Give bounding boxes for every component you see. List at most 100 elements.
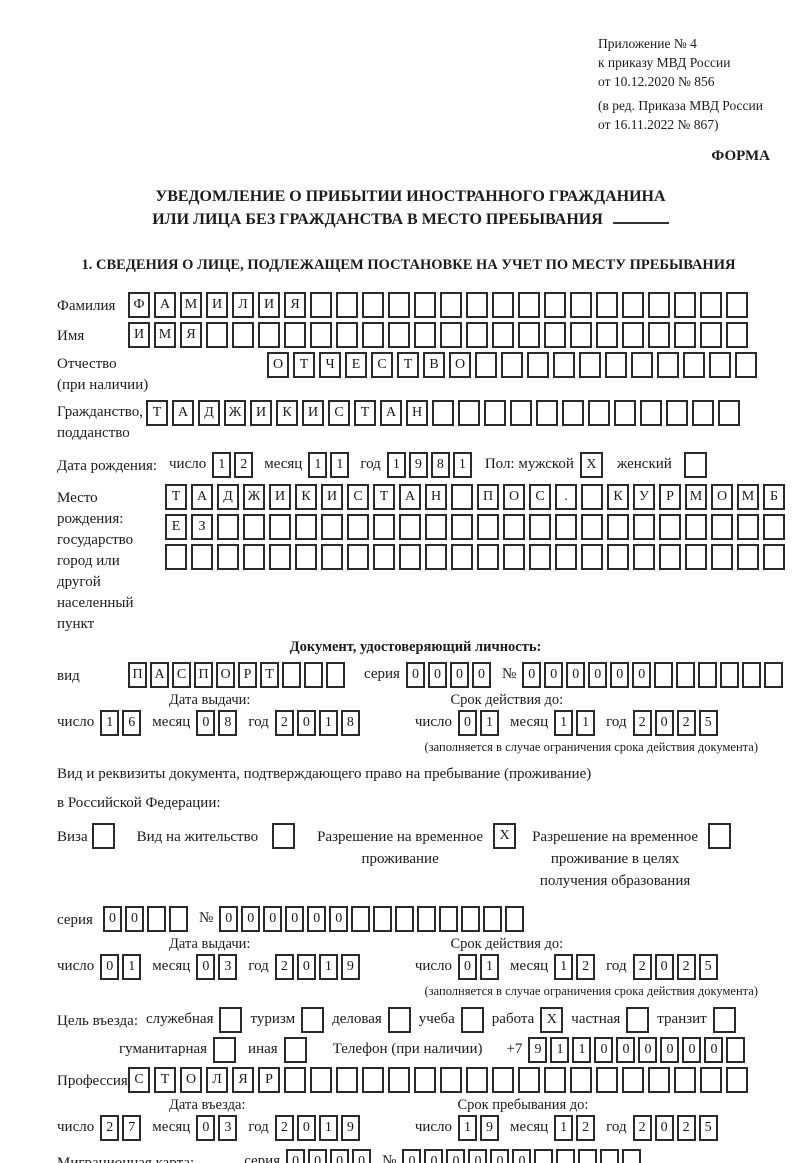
edu-permit-label: Разрешение на временное проживание в цел… <box>532 829 699 889</box>
citizenship-label2: подданство <box>57 425 130 441</box>
form-label: ФОРМА <box>711 148 770 164</box>
sex-male-label: Пол: мужской <box>484 456 574 472</box>
char-cell <box>700 322 722 348</box>
char-cell <box>440 292 462 318</box>
char-cell: И <box>128 322 150 348</box>
char-cell <box>648 292 670 318</box>
header-line: к приказу МВД России <box>598 55 731 70</box>
char-cell <box>622 1067 644 1093</box>
char-cell: С <box>172 662 191 688</box>
char-cell <box>432 400 454 426</box>
char-cell <box>501 352 523 378</box>
char-cell: А <box>380 400 402 426</box>
char-cell <box>399 514 421 540</box>
char-cell <box>425 514 447 540</box>
issue-year-label: год <box>248 714 269 730</box>
char-cell <box>676 662 696 688</box>
edu-permit-checkbox <box>708 823 732 849</box>
char-cell: П <box>194 662 213 688</box>
char-cell <box>165 544 187 570</box>
char-cell: Н <box>406 400 428 426</box>
char-cell: 2 <box>576 954 596 980</box>
form-title-line2: ИЛИ ЛИЦА БЕЗ ГРАЖДАНСТВА В МЕСТО ПРЕБЫВА… <box>37 208 784 231</box>
char-cell <box>505 906 525 932</box>
char-cell <box>737 514 759 540</box>
char-cell: 9 <box>480 1115 500 1141</box>
identity-doc-valid-label: Срок действия до: <box>450 692 564 708</box>
char-cell <box>310 292 332 318</box>
purpose-study-label: учеба <box>418 1011 455 1027</box>
char-cell: И <box>206 292 228 318</box>
migration-number-label: № <box>382 1153 397 1163</box>
residence-doc-intro2: в Российской Федерации: <box>57 795 221 811</box>
char-cell <box>492 322 514 348</box>
char-cell: 2 <box>632 954 652 980</box>
char-cell: 0 <box>296 1115 316 1141</box>
char-cell <box>726 292 748 318</box>
char-cell: 0 <box>522 662 542 688</box>
char-cell: 0 <box>449 662 469 688</box>
char-cell: 1 <box>554 710 574 736</box>
entry-month-label: месяц <box>152 1119 191 1135</box>
char-cell: 1 <box>318 1115 338 1141</box>
char-cell: 0 <box>330 1149 350 1163</box>
char-cell <box>284 322 306 348</box>
char-cell <box>440 1067 462 1093</box>
char-cell <box>581 484 603 510</box>
char-cell <box>536 400 558 426</box>
char-cell: А <box>154 292 176 318</box>
char-cell <box>336 292 358 318</box>
profession-label: Профессия <box>57 1073 128 1089</box>
char-cell <box>534 1149 554 1163</box>
char-cell <box>518 322 540 348</box>
char-cell <box>718 400 740 426</box>
char-cell <box>622 292 644 318</box>
char-cell: 0 <box>124 906 144 932</box>
char-cell: О <box>449 352 471 378</box>
purpose-business-checkbox <box>387 1007 411 1033</box>
char-cell <box>764 662 784 688</box>
char-cell: 1 <box>212 452 232 478</box>
issue-month-label: месяц <box>152 714 191 730</box>
phone-label: Телефон (при наличии) <box>332 1041 483 1057</box>
char-cell: Т <box>397 352 419 378</box>
char-cell: 0 <box>654 710 674 736</box>
char-cell <box>570 1067 592 1093</box>
char-cell <box>596 292 618 318</box>
char-cell: П <box>477 484 499 510</box>
header-amendment-line: от 16.11.2022 № 867) <box>598 117 719 132</box>
char-cell: Р <box>238 662 257 688</box>
char-cell <box>555 514 577 540</box>
char-cell <box>414 292 436 318</box>
char-cell: М <box>737 484 759 510</box>
char-cell: 1 <box>452 452 472 478</box>
char-cell <box>503 514 525 540</box>
surname-label: Фамилия <box>57 298 116 314</box>
char-cell <box>711 544 733 570</box>
char-cell <box>321 544 343 570</box>
char-cell <box>191 544 213 570</box>
char-cell: 1 <box>386 452 406 478</box>
char-cell: 0 <box>263 906 283 932</box>
char-cell <box>451 544 473 570</box>
header-amendment-line: (в ред. Приказа МВД России <box>598 98 763 113</box>
char-cell <box>347 544 369 570</box>
char-cell: 2 <box>274 954 294 980</box>
purpose-business-label: деловая <box>332 1011 382 1027</box>
char-cell <box>440 322 462 348</box>
char-cell <box>622 322 644 348</box>
char-cell: 0 <box>610 662 630 688</box>
char-cell <box>711 514 733 540</box>
char-cell <box>243 514 265 540</box>
